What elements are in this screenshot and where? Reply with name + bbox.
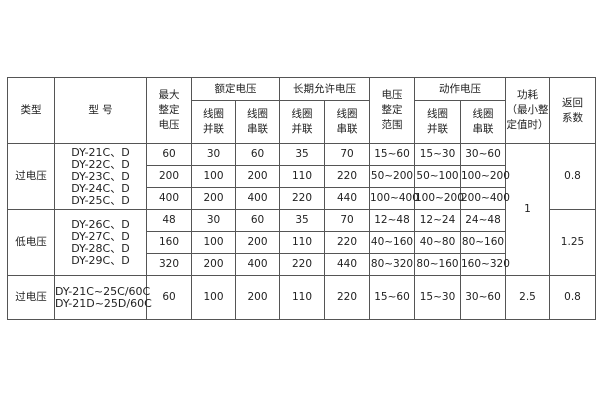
value-cell: 30 bbox=[191, 209, 236, 232]
header-power: 功耗 （最小整 定值时） bbox=[505, 77, 550, 144]
type-cell: 低电压 bbox=[7, 209, 55, 276]
power-cell: 1 bbox=[505, 143, 550, 276]
model-cell: DY-21C~25C/60C DY-21D~25D/60C bbox=[54, 275, 152, 320]
value-cell: 160~320 bbox=[460, 253, 510, 276]
return-coef-cell: 1.25 bbox=[549, 209, 596, 276]
value-cell: 24~48 bbox=[460, 209, 506, 232]
table-row: 400 200 400 220 440 100~400 100~200 200~400 bbox=[8, 187, 596, 210]
value-cell: 220 bbox=[279, 253, 325, 276]
value-cell: 40~80 bbox=[414, 231, 461, 254]
header-return-coef: 返回 系数 bbox=[549, 77, 596, 144]
value-cell: 48 bbox=[146, 209, 192, 232]
header-max-setting: 最大 整定 电压 bbox=[146, 77, 192, 144]
value-cell: 80~160 bbox=[460, 231, 506, 254]
model-cell: DY-21C、D DY-22C、D DY-23C、D DY-24C、D DY-25C、D bbox=[54, 143, 147, 210]
value-cell: 35 bbox=[279, 209, 325, 232]
subheader-parallel: 线圈 并联 bbox=[279, 100, 325, 144]
value-cell: 30~60 bbox=[460, 143, 506, 166]
table-row: 过电压 DY-21C~25C/60C DY-21D~25D/60C 60 100 200 1… bbox=[7, 275, 596, 320]
subheader-series: 线圈 串联 bbox=[460, 100, 506, 144]
value-cell: 200 bbox=[235, 165, 280, 188]
value-cell: 50~200 bbox=[369, 165, 415, 188]
subheader-series: 线圈 串联 bbox=[324, 100, 370, 144]
value-cell: 15~60 bbox=[369, 143, 415, 166]
value-cell: 12~24 bbox=[414, 209, 461, 232]
value-cell: 30 bbox=[191, 143, 236, 166]
value-cell: 100~200 bbox=[460, 165, 510, 188]
value-cell: 110 bbox=[279, 165, 325, 188]
header-range: 电压 整定 范围 bbox=[369, 77, 415, 144]
value-cell: 15~60 bbox=[369, 275, 415, 320]
subheader-series: 线圈 串联 bbox=[235, 100, 280, 144]
value-cell: 50~100 bbox=[414, 165, 461, 188]
subheader-parallel: 线圈 并联 bbox=[414, 100, 461, 144]
value-cell: 160 bbox=[146, 231, 192, 254]
value-cell: 12~48 bbox=[369, 209, 415, 232]
value-cell: 100 bbox=[191, 165, 236, 188]
power-cell: 2.5 bbox=[505, 275, 550, 320]
header-model: 型 号 bbox=[54, 77, 147, 144]
value-cell: 100~200 bbox=[414, 187, 464, 210]
value-cell: 400 bbox=[235, 187, 280, 210]
value-cell: 70 bbox=[324, 143, 370, 166]
table-row: 200 100 200 110 220 50~200 50~100 100~200 bbox=[8, 165, 596, 188]
value-cell: 200 bbox=[235, 275, 280, 320]
value-cell: 320 bbox=[146, 253, 192, 276]
header-type: 类型 bbox=[7, 77, 55, 144]
value-cell: 110 bbox=[279, 275, 325, 320]
value-cell: 110 bbox=[279, 231, 325, 254]
model-cell: DY-26C、D DY-27C、D DY-28C、D DY-29C、D bbox=[54, 209, 147, 276]
subheader-parallel: 线圈 并联 bbox=[191, 100, 236, 144]
value-cell: 200 bbox=[191, 187, 236, 210]
value-cell: 40~160 bbox=[369, 231, 415, 254]
value-cell: 35 bbox=[279, 143, 325, 166]
value-cell: 80~160 bbox=[414, 253, 461, 276]
header-long-term-voltage: 长期允许电压 bbox=[279, 77, 370, 101]
value-cell: 400 bbox=[235, 253, 280, 276]
value-cell: 30~60 bbox=[460, 275, 506, 320]
table-row: 过电压 DY-21C、D DY-22C、D DY-23C、D DY-24C、D DY-25… bbox=[7, 143, 596, 276]
value-cell: 60 bbox=[146, 275, 192, 320]
value-cell: 400 bbox=[146, 187, 192, 210]
table-row: 低电压 DY-26C、D DY-27C、D DY-28C、D DY-29C、D 48 30 6… bbox=[7, 209, 596, 276]
type-cell: 过电压 bbox=[7, 143, 55, 210]
value-cell: 440 bbox=[324, 253, 370, 276]
value-cell: 200 bbox=[235, 231, 280, 254]
value-cell: 200~400 bbox=[460, 187, 510, 210]
value-cell: 70 bbox=[324, 209, 370, 232]
value-cell: 100 bbox=[191, 231, 236, 254]
value-cell: 15~30 bbox=[414, 275, 461, 320]
return-coef-cell: 0.8 bbox=[549, 275, 596, 320]
value-cell: 220 bbox=[324, 165, 370, 188]
value-cell: 60 bbox=[235, 143, 280, 166]
value-cell: 100~400 bbox=[369, 187, 419, 210]
return-coef-cell: 0.8 bbox=[549, 143, 596, 210]
value-cell: 60 bbox=[146, 143, 192, 166]
table-row: 160 100 200 110 220 40~160 40~80 80~160 bbox=[8, 231, 596, 254]
value-cell: 220 bbox=[324, 275, 370, 320]
value-cell: 220 bbox=[279, 187, 325, 210]
header-rated-voltage: 额定电压 bbox=[191, 77, 280, 101]
value-cell: 200 bbox=[146, 165, 192, 188]
value-cell: 80~320 bbox=[369, 253, 415, 276]
value-cell: 15~30 bbox=[414, 143, 461, 166]
type-cell: 过电压 bbox=[7, 275, 55, 320]
value-cell: 60 bbox=[235, 209, 280, 232]
relay-spec-table: 类型 型 号 最大 整定 电压 额定电压 长期允许电压 电压 整定 范围 动作电压 功耗… bbox=[7, 77, 596, 320]
value-cell: 440 bbox=[324, 187, 370, 210]
value-cell: 100 bbox=[191, 275, 236, 320]
value-cell: 220 bbox=[324, 231, 370, 254]
value-cell: 200 bbox=[191, 253, 236, 276]
header-action-voltage: 动作电压 bbox=[414, 77, 506, 101]
